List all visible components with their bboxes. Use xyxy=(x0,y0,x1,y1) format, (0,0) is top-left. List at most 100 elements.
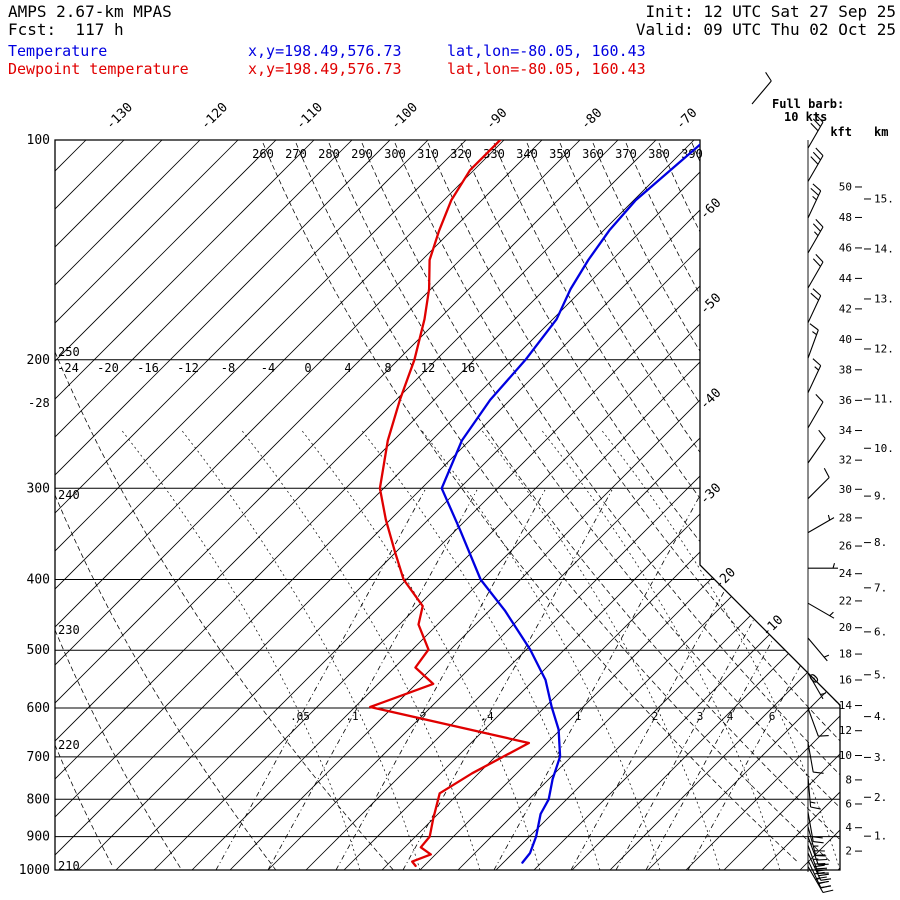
svg-text:-130: -130 xyxy=(103,100,136,133)
wind-barb xyxy=(807,852,832,881)
right-isotherm-labels: -60-50-40-30-20-100 xyxy=(697,196,823,688)
svg-text:-30: -30 xyxy=(697,481,724,508)
svg-text:4: 4 xyxy=(727,710,734,723)
dewpoint-curve xyxy=(369,140,531,868)
wind-barb xyxy=(807,866,834,894)
svg-text:4: 4 xyxy=(845,821,852,834)
top-isotherm-labels: -130 -120 -110 -100 -90 -80 -70 xyxy=(103,100,700,133)
svg-text:11.: 11. xyxy=(874,393,894,406)
wind-barb xyxy=(751,71,772,105)
svg-text:18: 18 xyxy=(839,648,852,661)
wind-barb xyxy=(807,288,822,324)
svg-text:-28: -28 xyxy=(28,396,50,410)
svg-text:2: 2 xyxy=(845,845,852,858)
legend-temperature-xy: x,y=198.49,576.73 xyxy=(248,42,402,60)
wind-barb xyxy=(807,183,822,219)
svg-text:30: 30 xyxy=(839,483,852,496)
svg-text:400: 400 xyxy=(27,573,50,588)
svg-text:240: 240 xyxy=(58,488,80,502)
theta-left-labels: 250 240 230 220 210 xyxy=(58,345,80,873)
wind-barb xyxy=(807,394,824,429)
svg-text:1000: 1000 xyxy=(19,863,50,878)
svg-text:12: 12 xyxy=(839,724,852,737)
legend-temperature-latlon: lat,lon=-80.05, 160.43 xyxy=(447,42,646,60)
svg-text:300: 300 xyxy=(384,147,406,161)
svg-text:-40: -40 xyxy=(697,386,724,413)
svg-text:26: 26 xyxy=(839,540,852,553)
svg-text:16: 16 xyxy=(839,673,852,686)
wind-barb xyxy=(807,219,824,254)
svg-text:350: 350 xyxy=(549,147,571,161)
svg-text:200: 200 xyxy=(27,353,50,368)
svg-text:4.: 4. xyxy=(874,710,887,723)
wind-barb xyxy=(807,812,824,844)
svg-text:14.: 14. xyxy=(874,242,894,255)
svg-text:310: 310 xyxy=(417,147,439,161)
svg-text:320: 320 xyxy=(450,147,472,161)
legend-temperature-row: Temperature x,y=198.49,576.73 lat,lon=-8… xyxy=(0,42,900,60)
svg-text:kft: kft xyxy=(830,125,852,139)
svg-text:600: 600 xyxy=(27,701,50,716)
wind-barb xyxy=(807,602,835,619)
svg-text:48: 48 xyxy=(839,211,852,224)
svg-text:-50: -50 xyxy=(697,291,724,318)
valid-time: Valid: 09 UTC Thu 02 Oct 25 xyxy=(635,20,896,39)
model-title: AMPS 2.67-km MPAS xyxy=(8,2,172,21)
svg-text:-100: -100 xyxy=(388,100,421,133)
isotherm-200-row: -24 -20 -16 -12 -8 -4 0 4 8 12 16 xyxy=(57,361,475,375)
wind-barb xyxy=(807,742,824,774)
theta-top-labels: 260 270 280 290 300 310 320 330 340 350 360 370 380 3… xyxy=(252,147,703,161)
svg-text:8: 8 xyxy=(845,773,852,786)
legend-dewpoint-row: Dewpoint temperature x,y=198.49,576.73 l… xyxy=(0,60,900,78)
wind-barb xyxy=(808,563,838,569)
svg-text:.4: .4 xyxy=(480,710,494,723)
svg-text:900: 900 xyxy=(27,830,50,845)
svg-text:20: 20 xyxy=(839,621,852,634)
wind-barb xyxy=(807,514,835,534)
svg-text:40: 40 xyxy=(839,333,852,346)
svg-text:-80: -80 xyxy=(578,106,605,133)
svg-text:-16: -16 xyxy=(137,361,159,375)
legend-dewpoint-label: Dewpoint temperature xyxy=(8,60,189,78)
svg-text:800: 800 xyxy=(27,792,50,807)
legend-dewpoint-latlon: lat,lon=-80.05, 160.43 xyxy=(447,60,646,78)
init-time: Init: 12 UTC Sat 27 Sep 25 xyxy=(645,2,896,21)
svg-text:370: 370 xyxy=(615,147,637,161)
svg-text:-60: -60 xyxy=(697,196,724,223)
svg-text:12: 12 xyxy=(421,361,435,375)
svg-text:44: 44 xyxy=(839,272,853,285)
wind-barb xyxy=(807,672,826,700)
svg-text:24: 24 xyxy=(839,567,853,580)
svg-text:14: 14 xyxy=(839,699,853,712)
svg-text:380: 380 xyxy=(648,147,670,161)
svg-text:270: 270 xyxy=(285,147,307,161)
svg-text:-110: -110 xyxy=(293,100,326,133)
svg-text:340: 340 xyxy=(516,147,538,161)
svg-text:7.: 7. xyxy=(874,581,887,594)
svg-text:42: 42 xyxy=(839,302,852,315)
svg-text:280: 280 xyxy=(318,147,340,161)
svg-text:6: 6 xyxy=(769,710,776,723)
svg-text:34: 34 xyxy=(839,424,853,437)
km-scale: km 15. 14. 13. 12. 11. 10. 9. 8. 7. 6. 5. 4. 3. 2. 1. xyxy=(864,125,894,843)
svg-text:4: 4 xyxy=(344,361,351,375)
svg-text:700: 700 xyxy=(27,750,50,765)
svg-text:.05: .05 xyxy=(290,710,310,723)
svg-text:500: 500 xyxy=(27,643,50,658)
svg-text:2.: 2. xyxy=(874,791,887,804)
svg-text:5.: 5. xyxy=(874,668,887,681)
wind-barb xyxy=(807,845,829,875)
svg-text:8.: 8. xyxy=(874,536,887,549)
svg-text:6: 6 xyxy=(845,797,852,810)
svg-text:10: 10 xyxy=(839,749,852,762)
wind-barb xyxy=(807,358,822,394)
forecast-hour: Fcst: 117 h xyxy=(8,20,124,39)
wind-barb xyxy=(807,707,829,737)
svg-text:12.: 12. xyxy=(874,342,894,355)
pressure-labels: 100 200 300 400 500 600 700 800 900 1000 xyxy=(19,133,50,878)
svg-text:15.: 15. xyxy=(874,192,894,205)
svg-text:16: 16 xyxy=(461,361,475,375)
svg-text:3: 3 xyxy=(697,710,704,723)
mixing-ratio-lines xyxy=(215,489,840,870)
